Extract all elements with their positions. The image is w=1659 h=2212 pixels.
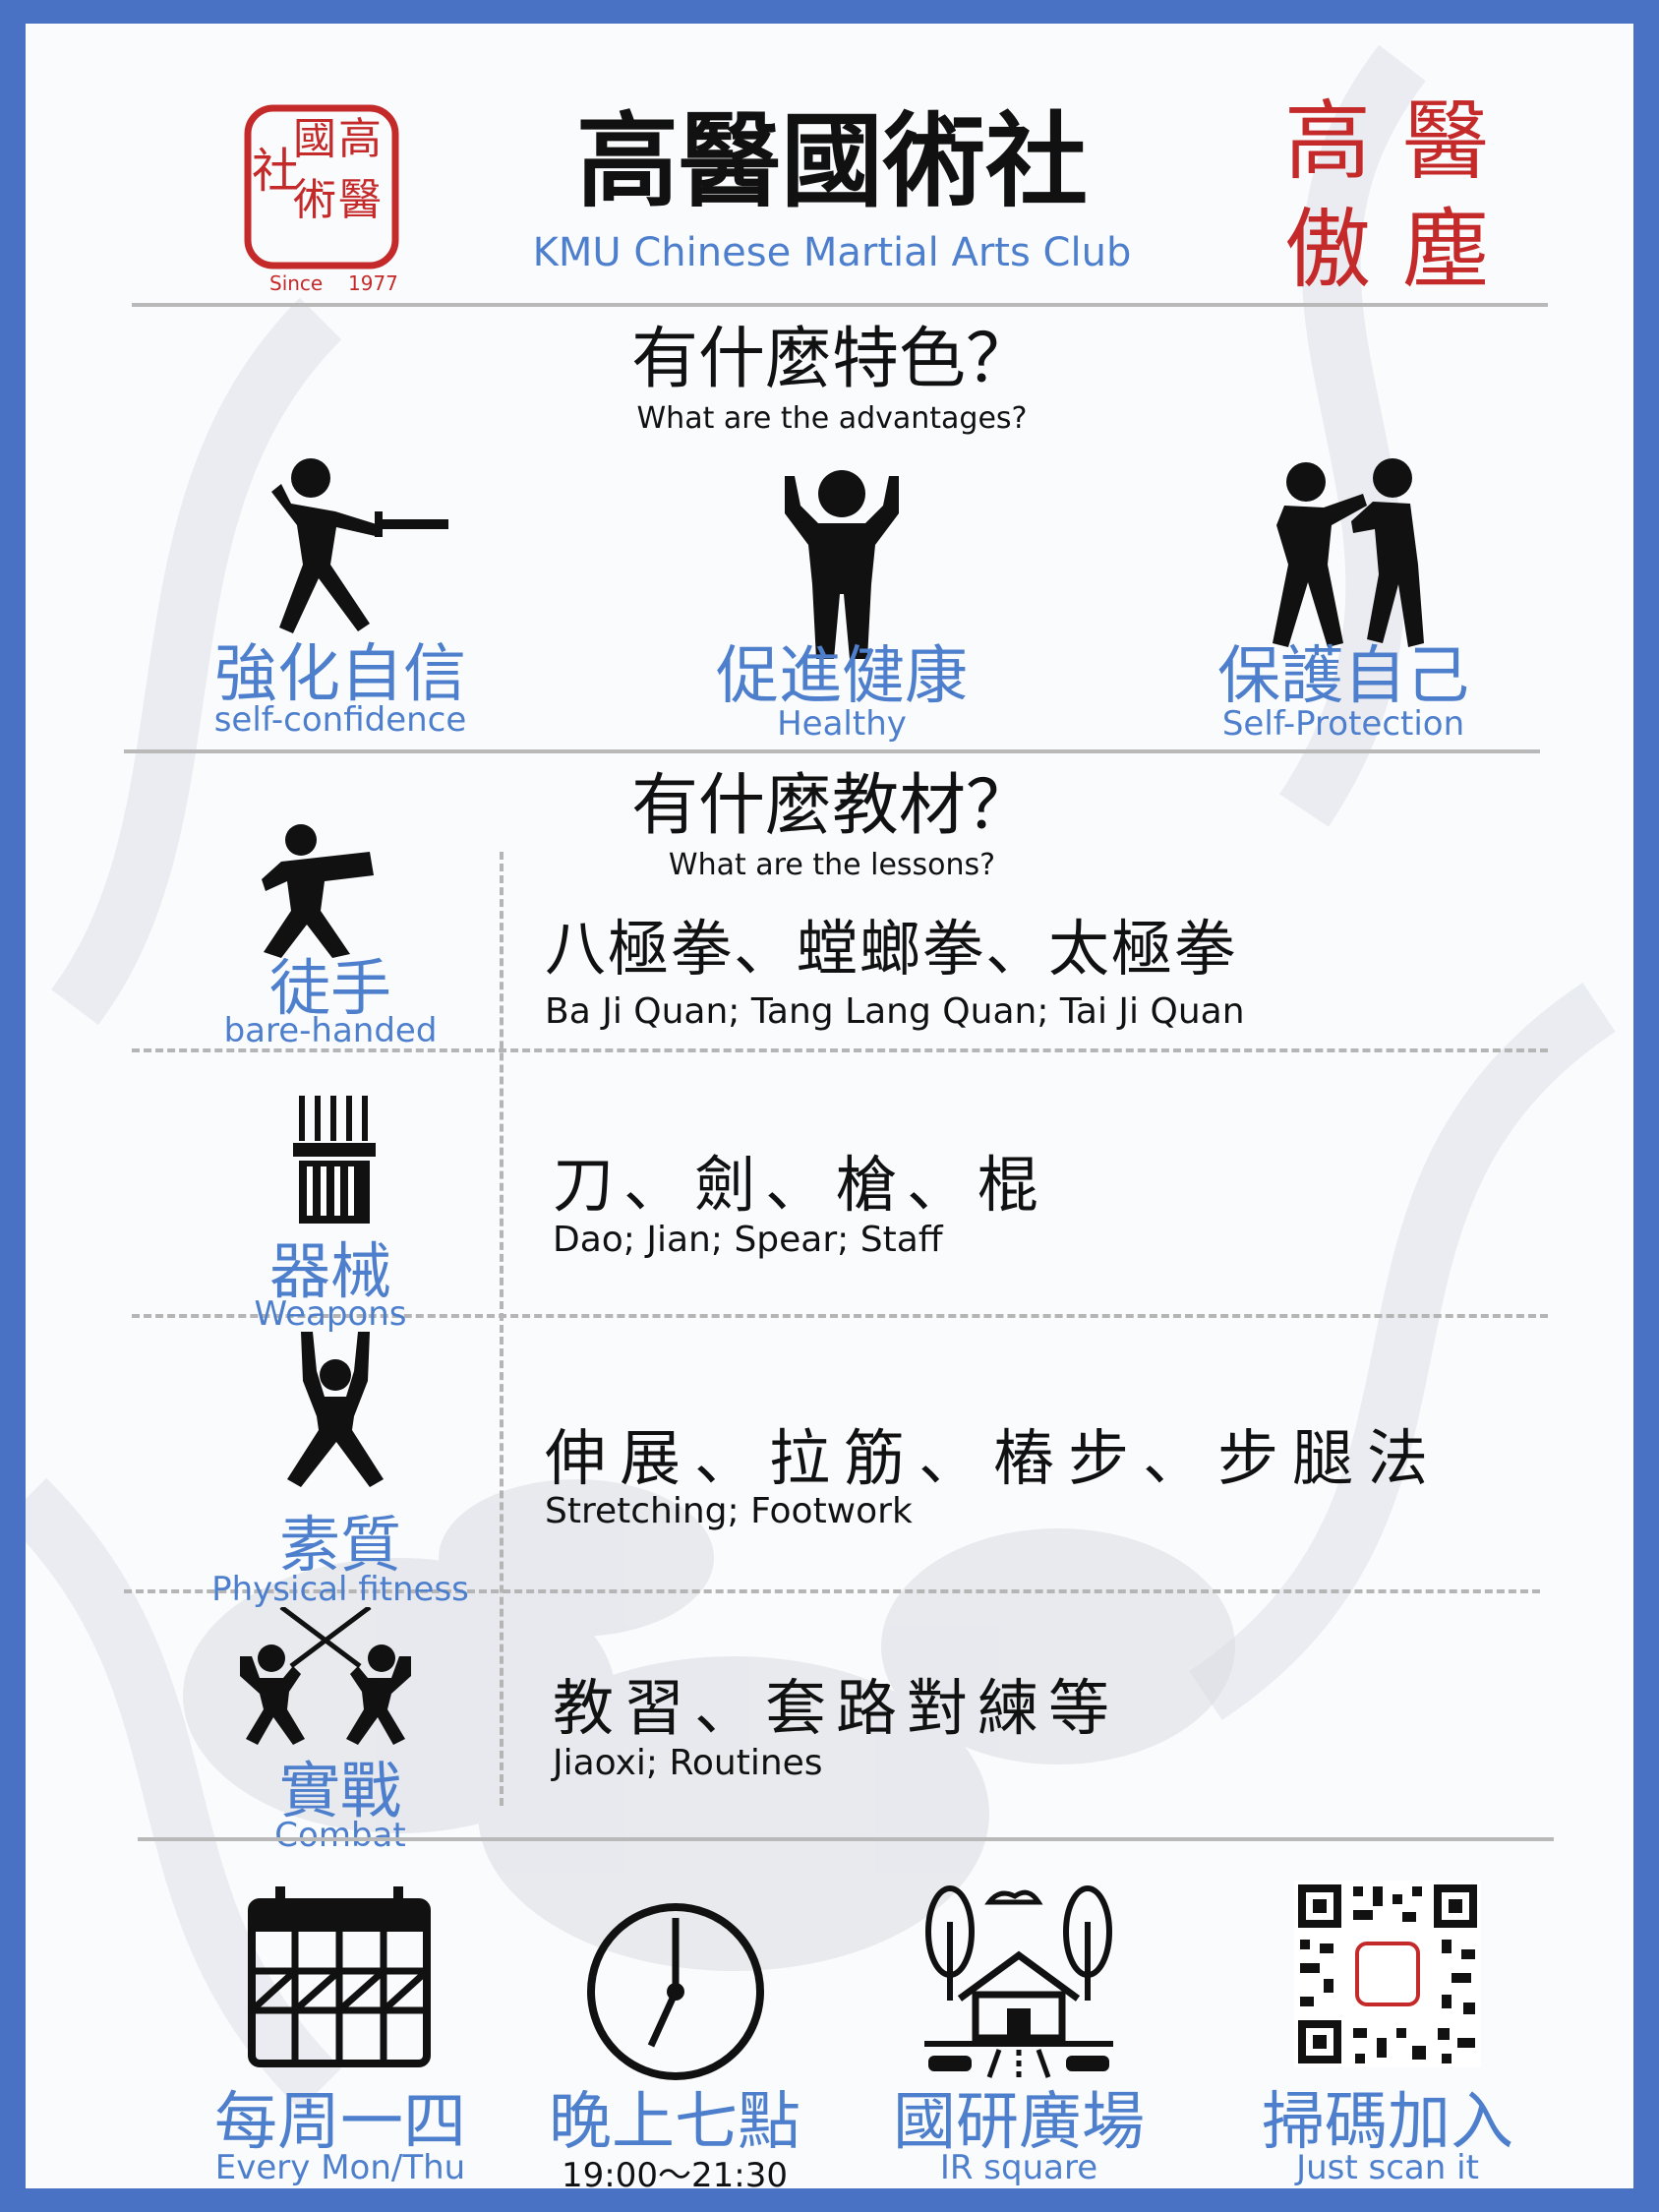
background-swirl-decoration <box>26 44 1616 2111</box>
features-divider <box>124 749 1540 753</box>
seal-char-3: 國 <box>293 114 336 164</box>
info-label-cn-1: 每周一四 <box>214 2086 466 2159</box>
feature-label-cn-1: 強化自信 <box>214 638 466 711</box>
motto-calligraphy: 醫 高 塵 傲 <box>1284 92 1520 319</box>
info-label-cn-4: 掃碼加入 <box>1262 2086 1513 2159</box>
lesson-content-en-4: Jiaoxi; Routines <box>553 1743 823 1783</box>
seal-char-4: 術 <box>293 175 336 225</box>
lesson-row-divider-2 <box>132 1314 1548 1318</box>
clock-icon <box>587 1903 764 2080</box>
motto-char-1: 醫 <box>1402 90 1490 192</box>
lesson-category-cn-2: 器械 <box>268 1235 391 1307</box>
lessons-subheading: What are the lessons? <box>668 848 996 882</box>
seal-char-1: 高 <box>338 114 382 164</box>
lesson-content-cn-4: 教習、套路對練等 <box>553 1672 1120 1744</box>
park-square-icon <box>924 1885 1113 2078</box>
page-subtitle: KMU Chinese Martial Arts Club <box>532 230 1132 275</box>
lesson-row-divider-1 <box>132 1048 1548 1052</box>
club-seal-logo: 高 醫 國 術 社 Since 1977 <box>222 100 419 297</box>
feature-label-en-2: Healthy <box>777 704 907 744</box>
fencer-icon <box>271 458 448 633</box>
motto-char-2: 高 <box>1284 90 1372 192</box>
features-subheading: What are the advantages? <box>636 401 1028 436</box>
feature-label-en-1: self-confidence <box>213 700 467 740</box>
lesson-category-en-2: Weapons <box>254 1294 407 1334</box>
lesson-content-cn-3: 伸展、拉筋、樁步、步腿法 <box>545 1422 1443 1494</box>
seal-char-2: 醫 <box>338 175 382 225</box>
info-label-cn-2: 晚上七點 <box>549 2086 800 2159</box>
features-heading: 有什麼特色？ <box>630 321 1033 398</box>
poster: 高 醫 國 術 社 Since 1977 高醫國術社 KMU Chinese M… <box>26 24 1633 2188</box>
header-divider <box>132 303 1548 307</box>
qr-code-icon[interactable] <box>1294 1881 1481 2067</box>
lessons-column-divider <box>500 852 504 1806</box>
sword-duel-icon <box>240 1607 411 1745</box>
lesson-category-en-4: Combat <box>274 1816 406 1855</box>
lesson-content-en-1: Ba Ji Quan; Tang Lang Quan; Tai Ji Quan <box>545 991 1245 1032</box>
seal-year: 1977 <box>348 271 398 295</box>
calendar-icon <box>248 1886 431 2067</box>
motto-char-4: 傲 <box>1284 199 1372 300</box>
info-label-cn-3: 國研廣場 <box>893 2086 1145 2159</box>
lesson-row-divider-3 <box>124 1589 1540 1593</box>
lesson-category-cn-4: 實戰 <box>278 1755 401 1826</box>
strong-man-icon <box>785 470 899 659</box>
info-label-en-2: 19:00～21:30 <box>562 2156 788 2188</box>
lesson-content-en-2: Dao; Jian; Spear; Staff <box>553 1220 943 1260</box>
feature-label-cn-3: 保護自己 <box>1217 640 1469 713</box>
page-title: 高醫國術社 <box>575 101 1088 221</box>
info-label-en-1: Every Mon/Thu <box>214 2148 466 2187</box>
lesson-category-en-3: Physical fitness <box>211 1570 469 1609</box>
info-label-en-3: IR square <box>939 2148 1098 2187</box>
lesson-category-cn-3: 素質 <box>278 1509 401 1581</box>
seal-char-5: 社 <box>252 144 300 199</box>
seal-since: Since <box>269 271 324 295</box>
lessons-heading: 有什麼教材？ <box>630 767 1033 845</box>
info-label-en-4: Just scan it <box>1296 2148 1479 2187</box>
lessons-divider <box>138 1837 1554 1841</box>
weapon-rack-icon <box>293 1096 376 1224</box>
motto-char-3: 塵 <box>1402 199 1490 300</box>
lesson-content-en-3: Stretching; Footwork <box>545 1491 913 1531</box>
lesson-category-cn-1: 徒手 <box>268 952 391 1024</box>
self-defense-icon <box>1273 458 1424 647</box>
seal-frame-icon <box>244 104 399 269</box>
kungfu-stance-icon <box>262 824 374 958</box>
lesson-category-en-1: bare-handed <box>223 1011 438 1050</box>
feature-label-cn-2: 促進健康 <box>716 640 968 713</box>
feature-label-en-3: Self-Protection <box>1221 704 1465 744</box>
lesson-content-cn-2: 刀、劍、槍、棍 <box>553 1149 1049 1221</box>
lesson-content-cn-1: 八極拳、螳螂拳、太極拳 <box>545 913 1238 985</box>
stretching-figure-icon <box>287 1332 384 1487</box>
